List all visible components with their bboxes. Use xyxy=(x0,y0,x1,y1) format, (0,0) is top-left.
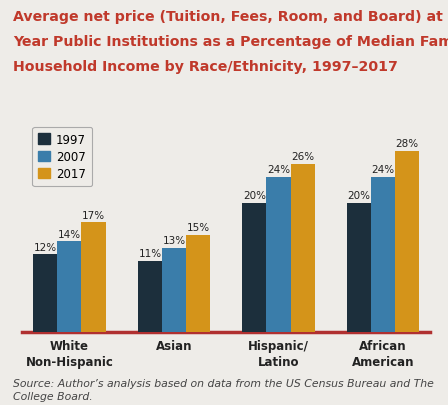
Text: 17%: 17% xyxy=(82,210,105,220)
Text: 11%: 11% xyxy=(138,249,161,259)
Text: 12%: 12% xyxy=(34,242,57,252)
Text: Year Public Institutions as a Percentage of Median Family: Year Public Institutions as a Percentage… xyxy=(13,35,448,49)
Text: 13%: 13% xyxy=(163,236,185,246)
Bar xyxy=(395,152,419,332)
Legend: 1997, 2007, 2017: 1997, 2007, 2017 xyxy=(32,128,92,186)
Bar xyxy=(162,248,186,332)
Bar xyxy=(371,177,395,332)
Text: 24%: 24% xyxy=(371,165,395,175)
Bar xyxy=(34,255,57,332)
Text: 26%: 26% xyxy=(291,152,314,162)
Bar xyxy=(138,261,162,332)
Text: Average net price (Tuition, Fees, Room, and Board) at Four-: Average net price (Tuition, Fees, Room, … xyxy=(13,10,448,24)
Bar xyxy=(267,177,290,332)
Text: Source: Author’s analysis based on data from the US Census Bureau and The
Colleg: Source: Author’s analysis based on data … xyxy=(13,378,434,401)
Text: 28%: 28% xyxy=(396,139,418,149)
Text: 15%: 15% xyxy=(186,223,210,233)
Bar xyxy=(57,242,82,332)
Text: Household Income by Race/Ethnicity, 1997–2017: Household Income by Race/Ethnicity, 1997… xyxy=(13,60,398,74)
Bar xyxy=(290,164,314,332)
Bar xyxy=(82,223,106,332)
Bar xyxy=(186,235,210,332)
Text: 24%: 24% xyxy=(267,165,290,175)
Bar xyxy=(242,203,267,332)
Text: 20%: 20% xyxy=(348,191,370,200)
Bar xyxy=(347,203,371,332)
Text: 14%: 14% xyxy=(58,229,81,239)
Text: 20%: 20% xyxy=(243,191,266,200)
